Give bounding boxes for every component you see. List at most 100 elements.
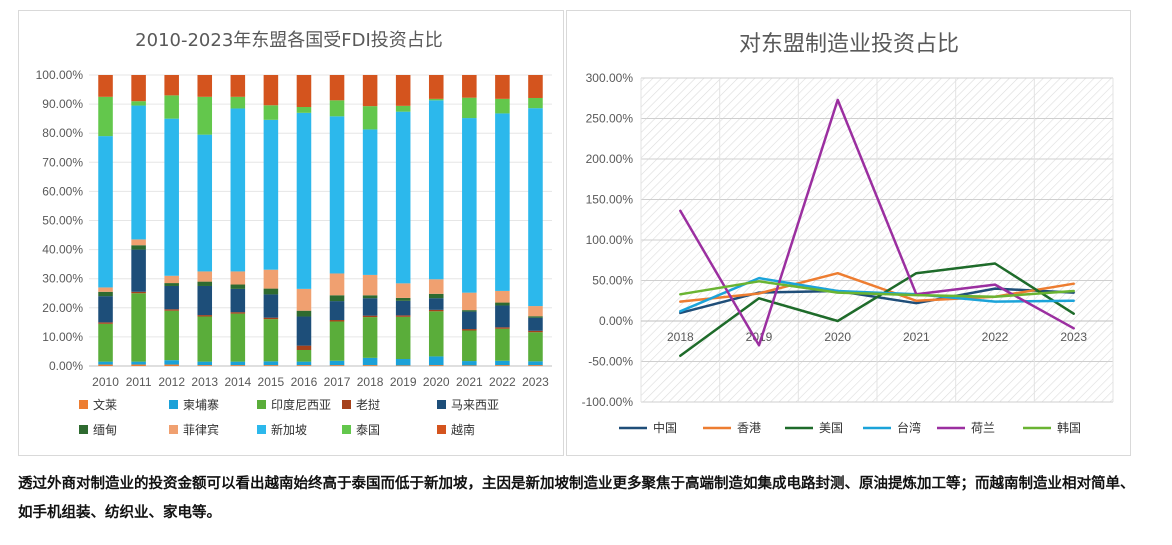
- y-tick-label: 200.00%: [586, 152, 634, 166]
- bar-segment: [362, 75, 378, 107]
- bar-segment: [98, 296, 113, 323]
- legend-label: 老挝: [356, 398, 380, 412]
- legend-swatch: [342, 400, 351, 409]
- bar-segment: [362, 357, 378, 366]
- bar-segment: [98, 291, 113, 297]
- legend-label: 印度尼西亚: [271, 397, 331, 412]
- bar-segment: [428, 279, 444, 294]
- bar-segment: [495, 365, 510, 366]
- legend-item: 越南: [437, 422, 475, 437]
- legend-item: 香港: [703, 421, 761, 435]
- bar-segment: [528, 361, 543, 366]
- bar-segment: [296, 349, 312, 362]
- legend-item: 菲律宾: [169, 422, 219, 437]
- legend-label: 韩国: [1057, 420, 1081, 435]
- bar-segment: [263, 317, 279, 320]
- bar-segment: [164, 309, 179, 311]
- bar-segment: [395, 297, 411, 301]
- legend-swatch: [437, 425, 446, 434]
- x-tick-label: 2022: [982, 330, 1009, 344]
- bar-segment: [164, 285, 179, 310]
- x-tick-label: 2014: [224, 375, 251, 389]
- manufacturing-line-chart: 对东盟制造业投资占比 -100.00% -50.00% 0.00% 50.00% 100…: [582, 32, 1114, 435]
- y-tick-label: 150.00%: [586, 193, 634, 207]
- bar-segment: [197, 96, 213, 135]
- bar-segment: [395, 359, 411, 366]
- bar-segment: [329, 273, 345, 296]
- y-tick-label: 0.00%: [599, 314, 633, 328]
- series-line: [679, 280, 1075, 298]
- y-tick-label: 90.00%: [42, 97, 83, 111]
- bar-segment: [329, 320, 345, 322]
- legend-swatch: [342, 425, 351, 434]
- bar-segment: [395, 105, 411, 112]
- x-tick-label: 2011: [126, 375, 152, 389]
- bar-segment: [495, 98, 510, 114]
- bar-segment: [428, 75, 444, 99]
- bar-segment: [131, 245, 146, 250]
- legend-item: 荷兰: [937, 421, 995, 435]
- bar-segment: [197, 316, 213, 362]
- bar-segment: [528, 306, 543, 317]
- bar-segment: [197, 361, 213, 366]
- bar-segment: [462, 310, 477, 312]
- manufacturing-share-chart-panel: 对东盟制造业投资占比 -100.00% -50.00% 0.00% 50.00% 100…: [566, 10, 1131, 456]
- bar-segment: [395, 300, 411, 316]
- bar-segment: [296, 361, 312, 366]
- legend-swatch: [437, 400, 446, 409]
- bar-segment: [131, 75, 146, 102]
- bar-segment: [98, 136, 113, 288]
- x-tick-label: 2021: [456, 375, 483, 389]
- bar-segment: [528, 330, 543, 333]
- y-tick-label: 60.00%: [42, 184, 83, 198]
- bar-segment: [197, 365, 213, 366]
- bar-segment: [428, 293, 444, 299]
- legend-item: 文莱: [79, 397, 117, 412]
- legend-swatch: [169, 425, 178, 434]
- bar-segment: [131, 291, 146, 294]
- bar-segment: [528, 365, 543, 366]
- bar-segment: [98, 287, 113, 292]
- bar-segment: [462, 330, 477, 362]
- bar-segment: [428, 298, 444, 310]
- x-tick-label: 2019: [390, 375, 417, 389]
- bar-segment: [263, 119, 279, 270]
- y-tick-label: 250.00%: [586, 112, 634, 126]
- legend-label: 缅甸: [93, 423, 117, 437]
- bar-segment: [98, 75, 113, 97]
- x-tick-label: 2021: [903, 330, 930, 344]
- y-tick-label: 40.00%: [42, 243, 83, 257]
- fdi-chart-title: 2010-2023年东盟各国受FDI投资占比: [135, 30, 443, 51]
- x-tick-label: 2022: [489, 375, 516, 389]
- bar-segment: [495, 327, 510, 329]
- bar-segment: [197, 134, 213, 272]
- bar-segment: [131, 364, 146, 366]
- bar-segment: [296, 310, 312, 317]
- x-tick-label: 2018: [667, 330, 694, 344]
- legend-swatch: [169, 400, 178, 409]
- bar-segment: [428, 309, 444, 312]
- bar-segment: [164, 360, 179, 365]
- bar-segment: [230, 108, 246, 272]
- bar-segment: [197, 285, 213, 316]
- manufacturing-chart-title: 对东盟制造业投资占比: [739, 32, 959, 57]
- y-tick-label: 100.00%: [36, 68, 84, 82]
- bar-segment: [263, 361, 279, 366]
- bar-segment: [362, 129, 378, 275]
- bar-segment: [164, 310, 179, 361]
- y-tick-label: -100.00%: [582, 395, 634, 409]
- bar-segment: [462, 365, 477, 366]
- legend-item: 柬埔寨: [169, 397, 219, 412]
- legend-label: 中国: [653, 420, 677, 435]
- bar-segment: [131, 101, 146, 106]
- legend-item: 新加坡: [257, 422, 307, 437]
- legend-item: 马来西亚: [437, 398, 499, 412]
- bar-segment: [263, 269, 279, 289]
- bar-segment: [164, 95, 179, 119]
- bar-segment: [98, 96, 113, 137]
- bar-segment: [428, 98, 444, 101]
- legend-swatch: [79, 425, 88, 434]
- bar-segment: [528, 97, 543, 109]
- legend-item: 韩国: [1023, 420, 1081, 435]
- legend-swatch: [257, 400, 266, 409]
